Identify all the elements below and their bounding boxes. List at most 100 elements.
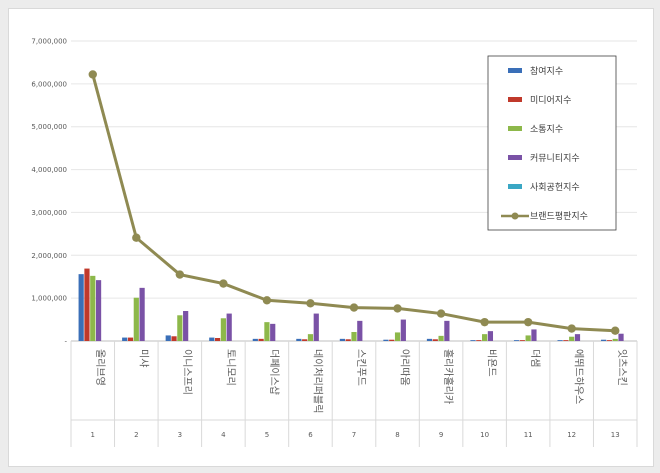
line-series (88, 70, 620, 335)
bar (606, 340, 613, 341)
legend-swatch (508, 155, 522, 160)
legend-swatch (508, 97, 522, 102)
chart-frame: - 1,000,000 2,000,000 3,000,000 4,000,000 5,0… (8, 8, 654, 467)
y-tick-label: 7,000,000 (31, 38, 67, 46)
bar (214, 338, 221, 341)
bar (270, 323, 276, 341)
bar (226, 313, 232, 341)
line-point (523, 317, 533, 327)
legend-label: 소통지수 (530, 124, 563, 135)
legend-label: 커뮤니티지수 (530, 153, 580, 164)
bar (525, 335, 531, 341)
bar (357, 320, 363, 341)
bar (383, 339, 389, 341)
bar (345, 339, 351, 341)
y-tick-label: 1,000,000 (31, 295, 67, 303)
bar (95, 280, 102, 341)
bar (84, 268, 90, 341)
line-point (132, 233, 141, 242)
legend-swatch (508, 184, 522, 189)
brand-reputation-chart: - 1,000,000 2,000,000 3,000,000 4,000,000 5,0… (31, 38, 638, 447)
bar (400, 319, 406, 341)
legend-label: 미디어지수 (530, 95, 571, 106)
category-label: 네이처리퍼블릭 (311, 349, 323, 413)
bar (209, 337, 215, 341)
legend-label: 사회공헌지수 (530, 182, 580, 193)
category-label: 더페이스샵 (268, 349, 280, 395)
y-tick-label: 2,000,000 (31, 252, 67, 260)
bar (563, 340, 569, 341)
bar (444, 320, 450, 341)
bar (601, 339, 607, 341)
category-label: 미샤 (137, 349, 149, 367)
y-tick-label: 6,000,000 (31, 80, 67, 88)
gridlines (71, 40, 637, 342)
bar (574, 334, 581, 341)
bar (389, 339, 395, 341)
bar (165, 335, 171, 341)
rank-label: 1 (91, 431, 95, 439)
bar (139, 287, 145, 341)
bar (612, 338, 618, 341)
bar (557, 340, 563, 341)
bar (438, 335, 444, 341)
bar (252, 338, 258, 341)
bar (426, 338, 433, 341)
line-point (262, 296, 272, 305)
line-point (393, 304, 402, 313)
y-tick-label: 4,000,000 (31, 166, 67, 174)
legend-swatch (508, 126, 522, 131)
bar (482, 334, 488, 341)
legend-marker (511, 212, 519, 220)
legend-box (487, 55, 617, 231)
bar (264, 322, 270, 341)
bar (302, 339, 308, 341)
category-label: 스킨푸드 (355, 349, 367, 386)
bar (258, 338, 264, 341)
bar (122, 337, 128, 341)
category-label: 아리따움 (399, 349, 411, 386)
line-point (219, 279, 228, 288)
category-label: 에뛰드하우스 (573, 349, 586, 404)
rank-label: 7 (352, 431, 356, 439)
category-label: 더샘 (529, 349, 541, 367)
line-point (480, 317, 489, 327)
line-point (567, 324, 576, 333)
bar (78, 274, 84, 341)
line-point (88, 70, 97, 79)
bar (220, 318, 226, 341)
bar (432, 339, 438, 341)
y-axis-ticks: - 1,000,000 2,000,000 3,000,000 4,000,000 5,0… (31, 38, 67, 346)
bar (394, 332, 401, 341)
bar (569, 336, 575, 341)
bar (177, 315, 183, 341)
rank-label: 3 (178, 431, 182, 439)
legend-label: 브랜드평판지수 (530, 211, 588, 222)
category-label: 홀리카홀리카 (442, 349, 455, 404)
rank-label: 4 (221, 431, 226, 439)
bar (519, 340, 525, 341)
bar (313, 313, 319, 341)
x-axis: 올리브영 1 미샤 2 이니스프리 3 토니모리 4 더페이스샵 5 네이처리퍼블릭 6 스킨푸드 7 아리… (70, 341, 638, 447)
category-label: 이니스프리 (181, 349, 193, 395)
rank-label: 6 (308, 431, 313, 439)
bar (339, 338, 345, 341)
category-label: 잇츠스킨 (616, 349, 628, 386)
line-point (611, 326, 620, 335)
bar (476, 340, 482, 341)
bar (487, 331, 494, 341)
bar (513, 340, 520, 341)
rank-label: 8 (395, 431, 399, 439)
category-label: 올리브영 (94, 349, 106, 386)
bar (183, 311, 189, 341)
rank-label: 13 (611, 431, 620, 439)
bar (133, 297, 139, 341)
legend-label: 참여지수 (530, 65, 563, 77)
bar (351, 332, 357, 341)
line-point (349, 303, 359, 312)
rank-label: 9 (439, 431, 443, 439)
category-label: 비욘드 (486, 349, 498, 377)
bar (171, 336, 177, 341)
line-point (306, 299, 315, 308)
